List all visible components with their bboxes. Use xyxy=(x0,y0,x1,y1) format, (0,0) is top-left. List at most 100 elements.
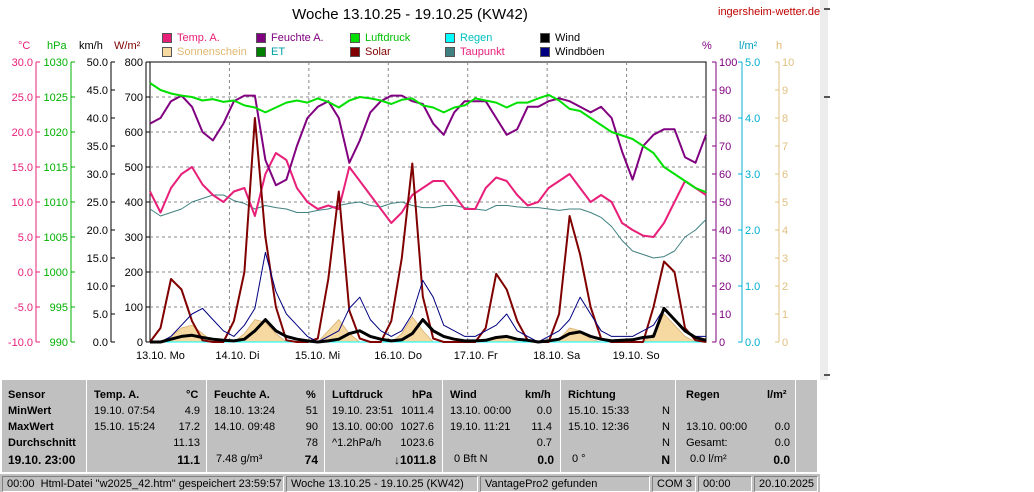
y-tick-label-hours: 5 xyxy=(782,197,788,209)
y-tick-label-solar: 200 xyxy=(125,267,143,279)
status-device: VantagePro2 gefunden xyxy=(480,476,650,492)
header-pressure: Luftdruck xyxy=(332,389,383,401)
avg-temp-value: 11.13 xyxy=(173,437,200,449)
legend-dewpoint-swatch xyxy=(445,46,455,57)
row-label-avg: Durchschnitt xyxy=(8,437,76,449)
legend-et: ET xyxy=(256,45,285,58)
divider xyxy=(675,380,676,472)
current-rain-value: 0.0 xyxy=(773,453,790,467)
y-tick-label-hours: 3 xyxy=(782,253,788,265)
y-tick-label-wind: 30.0 xyxy=(87,169,108,181)
series-wind-line xyxy=(150,306,707,344)
stats-panel: Sensor Temp. A. °C Feuchte A. % Luftdruc… xyxy=(2,380,817,472)
y-tick-label-hours: 6 xyxy=(782,169,788,181)
y-tick-label-hum: 30 xyxy=(719,253,731,265)
y-tick-label-hours: 2 xyxy=(782,281,788,293)
legend-et-swatch xyxy=(256,46,266,57)
rain-total-label: Gesamt: xyxy=(686,437,728,449)
divider xyxy=(442,380,443,472)
y-tick-label-press: 1010 xyxy=(44,197,68,209)
row-label-max: MaxWert xyxy=(8,421,54,433)
current-wind-value: 0.0 xyxy=(537,453,554,467)
min-pressure-time: 19.10. 23:51 xyxy=(332,405,394,417)
y-tick-label-hum: 60 xyxy=(719,169,731,181)
max-pressure-value: 1027.6 xyxy=(400,421,434,433)
y-tick-label-press: 1005 xyxy=(44,232,68,244)
min-direction-value: N xyxy=(662,405,670,417)
y-tick-label-hours: 9 xyxy=(782,85,788,97)
status-file: 00:00 Html-Datei "w2025_42.htm" gespeich… xyxy=(2,476,284,492)
min-humidity-time: 18.10. 13:24 xyxy=(214,405,276,417)
series-feuchte-a-line xyxy=(149,94,707,187)
max-rain-value: 0.0 xyxy=(774,421,790,433)
y-tick-label-wind: 50.0 xyxy=(87,57,108,69)
row-label-current: 19.10. 23:00 xyxy=(8,453,76,467)
current-direction-degrees: 0 ° xyxy=(572,453,586,465)
x-tick-label: 15.10. Mi xyxy=(295,350,340,362)
y-tick-label-solar: 500 xyxy=(125,162,143,174)
x-tick-label: 13.10. Mo xyxy=(136,350,185,362)
y-tick-label-hum: 50 xyxy=(719,197,731,209)
max-direction-value: N xyxy=(662,421,670,433)
max-pressure-time: 13.10. 00:00 xyxy=(332,421,394,433)
y-tick-label-temp: 20.0 xyxy=(12,127,33,139)
legend-humidity-swatch xyxy=(256,32,266,43)
legend-pressure-label: Luftdruck xyxy=(365,31,411,44)
status-week: Woche 13.10.25 - 19.10.25 (KW42) xyxy=(286,476,478,492)
unit-hours: h xyxy=(776,40,783,52)
y-tick-label-hum: 80 xyxy=(719,113,731,125)
y-tick-label-solar: 800 xyxy=(125,57,143,69)
legend-humidity-label: Feuchte A. xyxy=(271,31,324,44)
y-tick-label-hum: 40 xyxy=(719,225,731,237)
edge-mark xyxy=(824,96,830,98)
y-tick-label-temp: 25.0 xyxy=(12,92,33,104)
y-tick-label-hours: 1 xyxy=(782,309,788,321)
y-tick-label-wind: 20.0 xyxy=(87,225,108,237)
min-pressure-value: 1011.4 xyxy=(401,405,434,417)
weather-chart: 13.10. Mo 14.10. Di 15.10. Mi 16.10. Do 17.1… xyxy=(8,57,794,362)
y-tick-label-temp: 0.0 xyxy=(18,267,33,279)
current-temp-value: 11.1 xyxy=(177,453,200,467)
y-tick-label-press: 995 xyxy=(50,302,68,314)
current-rain-rate: 0.0 l/m² xyxy=(690,453,727,465)
y-tick-label-rain: 2.0 xyxy=(745,225,760,237)
current-humidity-value: 74 xyxy=(304,453,318,467)
pressure-trend: ^1.2hPa/h xyxy=(332,437,382,449)
y-tick-label-hours: 8 xyxy=(782,113,788,125)
header-direction: Richtung xyxy=(568,389,616,401)
y-tick-label-wind: 25.0 xyxy=(87,197,108,209)
absolute-humidity: 7.48 g/m³ xyxy=(216,453,263,465)
legend-solar-swatch xyxy=(350,46,360,57)
max-temp-time: 15.10. 15:24 xyxy=(94,421,156,433)
series-luftdruck-line xyxy=(149,82,707,194)
max-direction-time: 15.10. 12:36 xyxy=(568,421,630,433)
unit-temp: °C xyxy=(18,40,31,52)
y-tick-label-press: 1000 xyxy=(44,267,68,279)
y-tick-label-hours: 7 xyxy=(782,141,788,153)
max-humidity-value: 90 xyxy=(305,421,318,433)
legend-solar: Solar xyxy=(350,45,391,58)
legend-wind-label: Wind xyxy=(555,31,581,44)
min-temp-value: 4.9 xyxy=(184,405,200,417)
legend-wind-swatch xyxy=(540,32,550,43)
y-tick-label-temp: -5.0 xyxy=(14,302,33,314)
x-tick-label: 16.10. Do xyxy=(374,350,422,362)
avg-direction-value: N xyxy=(662,437,670,449)
divider xyxy=(86,380,87,472)
header-sensor: Sensor xyxy=(8,389,46,401)
legend-sunshine: Sonnenschein xyxy=(162,45,247,58)
y-tick-label-hours: 0 xyxy=(782,337,788,349)
max-rain-time: 13.10. 00:00 xyxy=(686,421,748,433)
y-tick-label-wind: 0.0 xyxy=(93,337,108,349)
y-tick-label-rain: 0.0 xyxy=(745,337,760,349)
unit-humidity: % xyxy=(702,40,712,52)
site-link[interactable]: ingersheim-wetter.de xyxy=(718,6,821,18)
min-wind-time: 13.10. 00:00 xyxy=(450,405,512,417)
status-time: 00:00 xyxy=(7,478,35,490)
max-wind-time: 19.10. 11:21 xyxy=(450,421,511,433)
max-temp-value: 17.2 xyxy=(178,421,200,433)
header-wind-unit: km/h xyxy=(525,389,551,401)
current-direction-value: N xyxy=(661,453,670,467)
y-tick-label-hum: 0 xyxy=(719,337,725,349)
divider xyxy=(795,380,796,472)
